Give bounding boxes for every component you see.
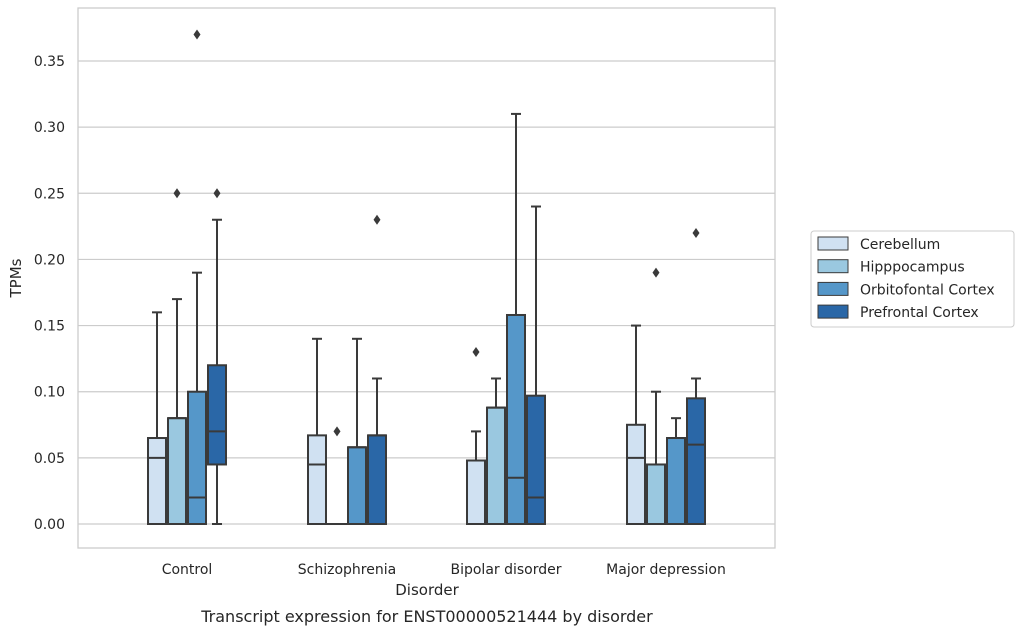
- outlier-point: [213, 188, 221, 199]
- box: [506, 112, 526, 526]
- x-tick-labels: Control Schizophrenia Bipolar disorder Majo…: [162, 562, 726, 578]
- y-tick-label: 0.25: [34, 186, 65, 202]
- legend-item: Cerebellum: [817, 236, 940, 253]
- y-tick-label: 0.00: [34, 517, 65, 533]
- box-body: [506, 313, 526, 526]
- series-prefrontal-cortex: [207, 188, 706, 526]
- y-axis-label: TPMs: [7, 258, 25, 298]
- outlier-point: [333, 426, 341, 437]
- plot-area-frame: [77, 7, 776, 549]
- series-orbitofontal-cortex: [187, 29, 686, 526]
- x-axis-label: Disorder: [395, 581, 459, 599]
- legend-item: Hipppocampus: [817, 259, 965, 276]
- box: [646, 267, 666, 526]
- x-tick-label: Major depression: [606, 562, 726, 578]
- box-body: [646, 463, 666, 526]
- legend-label: Cerebellum: [860, 237, 940, 253]
- series-hipppocampus: [167, 188, 666, 526]
- box: [207, 188, 227, 525]
- legend-item: Orbitofontal Cortex: [817, 281, 995, 298]
- x-tick-label: Schizophrenia: [298, 562, 396, 578]
- legend-item: Prefrontal Cortex: [817, 304, 979, 321]
- box-body: [347, 446, 367, 526]
- box: [367, 214, 387, 525]
- legend-label: Orbitofontal Cortex: [860, 282, 995, 298]
- box-body: [367, 434, 387, 525]
- box: [167, 188, 187, 525]
- box-body: [466, 459, 486, 526]
- box: [486, 377, 506, 525]
- box: [147, 311, 167, 525]
- box-body: [207, 364, 227, 466]
- outlier-point: [373, 214, 381, 225]
- y-tick-labels: 0.00 0.05 0.10 0.15 0.20 0.25 0.30 0.35: [34, 54, 65, 533]
- legend: Cerebellum Hipppocampus Orbitofontal Corte…: [810, 230, 1015, 328]
- outlier-point: [652, 267, 660, 278]
- box: [466, 347, 486, 526]
- outlier-point: [472, 347, 480, 358]
- legend-label: Hipppocampus: [860, 260, 965, 276]
- y-tick-label: 0.30: [34, 120, 65, 136]
- x-tick-label: Control: [162, 562, 213, 578]
- box-series: [147, 29, 706, 526]
- y-tick-label: 0.10: [34, 385, 65, 401]
- box: [686, 227, 706, 526]
- legend-swatch: [817, 259, 849, 274]
- box: [666, 417, 686, 525]
- box: [327, 426, 347, 526]
- legend-swatch: [817, 236, 849, 251]
- box-body: [486, 406, 506, 525]
- box: [626, 324, 646, 525]
- outlier-point: [173, 188, 181, 199]
- y-tick-label: 0.20: [34, 252, 65, 268]
- series-cerebellum: [147, 311, 646, 526]
- y-tick-label: 0.05: [34, 451, 65, 467]
- outlier-point: [692, 227, 700, 238]
- box-body: [686, 397, 706, 526]
- box: [526, 205, 546, 525]
- legend-label: Prefrontal Cortex: [860, 305, 979, 321]
- box-body: [167, 417, 187, 525]
- box-body: [626, 423, 646, 525]
- x-tick-label: Bipolar disorder: [450, 562, 561, 578]
- box: [187, 29, 207, 526]
- box: [307, 337, 327, 525]
- outlier-point: [193, 29, 201, 40]
- box-body: [147, 437, 167, 525]
- figure-caption: Transcript expression for ENST0000052144…: [200, 607, 653, 626]
- box-body: [307, 434, 327, 525]
- box-body: [187, 390, 207, 526]
- box-body: [666, 437, 686, 525]
- box: [347, 337, 367, 526]
- legend-frame: [810, 230, 1015, 328]
- y-tick-label: 0.35: [34, 54, 65, 70]
- box-body: [526, 394, 546, 525]
- y-tick-label: 0.15: [34, 319, 65, 335]
- legend-swatch: [817, 281, 849, 296]
- legend-swatch: [817, 304, 849, 319]
